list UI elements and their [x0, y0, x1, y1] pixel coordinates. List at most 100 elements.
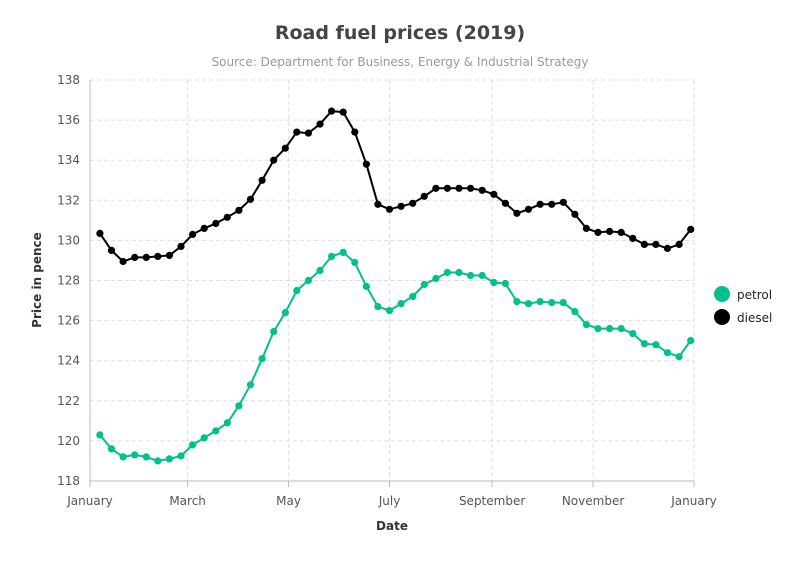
petrol-point[interactable] [675, 353, 683, 361]
petrol-point[interactable] [432, 274, 440, 283]
petrol-point[interactable] [443, 268, 451, 277]
diesel-point[interactable] [513, 209, 521, 217]
diesel-point[interactable] [270, 156, 278, 164]
diesel-point[interactable] [524, 205, 533, 213]
petrol-point[interactable] [397, 300, 405, 308]
petrol-point[interactable] [478, 271, 486, 280]
diesel-point[interactable] [409, 199, 417, 207]
diesel-point[interactable] [490, 190, 498, 198]
petrol-point[interactable] [293, 286, 301, 295]
petrol-point[interactable] [165, 455, 173, 463]
diesel-point[interactable] [640, 240, 649, 248]
legend-marker-diesel[interactable] [714, 309, 730, 325]
petrol-point[interactable] [316, 266, 324, 275]
diesel-point[interactable] [432, 184, 440, 192]
diesel-point[interactable] [663, 244, 672, 252]
diesel-point[interactable] [177, 242, 185, 250]
diesel-point[interactable] [582, 224, 591, 232]
petrol-point[interactable] [281, 309, 289, 317]
petrol-point[interactable] [524, 300, 533, 308]
diesel-point[interactable] [420, 192, 428, 200]
petrol-point[interactable] [548, 299, 556, 307]
petrol-point[interactable] [339, 248, 347, 256]
diesel-point[interactable] [385, 205, 394, 213]
petrol-point[interactable] [328, 252, 336, 260]
petrol-point[interactable] [455, 268, 463, 277]
petrol-point[interactable] [559, 299, 567, 307]
diesel-point[interactable] [629, 234, 637, 242]
diesel-point[interactable] [107, 246, 116, 254]
diesel-point[interactable] [501, 199, 509, 207]
diesel-point[interactable] [362, 160, 370, 168]
diesel-point[interactable] [594, 228, 602, 236]
diesel-point[interactable] [443, 184, 451, 192]
petrol-point[interactable] [200, 434, 208, 442]
petrol-point[interactable] [663, 349, 672, 357]
petrol-point[interactable] [258, 355, 266, 363]
petrol-point[interactable] [501, 279, 509, 288]
diesel-point[interactable] [455, 184, 463, 192]
petrol-point[interactable] [189, 441, 197, 449]
petrol-point[interactable] [154, 457, 162, 465]
petrol-point[interactable] [617, 325, 625, 333]
diesel-point[interactable] [374, 200, 382, 208]
diesel-point[interactable] [304, 129, 312, 137]
petrol-point[interactable] [513, 298, 521, 306]
petrol-point[interactable] [223, 419, 231, 427]
petrol-point[interactable] [351, 258, 359, 267]
petrol-point[interactable] [362, 282, 370, 291]
petrol-point[interactable] [246, 381, 255, 389]
diesel-point[interactable] [571, 210, 579, 218]
diesel-point[interactable] [328, 107, 336, 115]
petrol-point[interactable] [107, 445, 116, 453]
diesel-point[interactable] [652, 240, 660, 248]
diesel-point[interactable] [559, 198, 567, 206]
petrol-point[interactable] [131, 451, 139, 459]
diesel-point[interactable] [478, 186, 486, 194]
petrol-point[interactable] [96, 431, 104, 439]
diesel-point[interactable] [96, 229, 104, 237]
diesel-point[interactable] [165, 251, 173, 259]
legend-label-petrol[interactable]: petrol [737, 288, 772, 302]
diesel-point[interactable] [281, 144, 289, 152]
petrol-point[interactable] [687, 337, 695, 345]
petrol-point[interactable] [409, 292, 417, 301]
petrol-point[interactable] [490, 278, 498, 287]
diesel-point[interactable] [142, 253, 150, 261]
petrol-point[interactable] [582, 321, 591, 329]
petrol-point[interactable] [536, 298, 544, 306]
petrol-point[interactable] [142, 453, 150, 461]
diesel-point[interactable] [119, 257, 127, 266]
petrol-point[interactable] [304, 276, 312, 285]
petrol-point[interactable] [177, 452, 185, 460]
diesel-point[interactable] [200, 224, 208, 232]
petrol-point[interactable] [467, 271, 475, 280]
diesel-point[interactable] [675, 240, 683, 248]
diesel-point[interactable] [617, 228, 625, 236]
diesel-point[interactable] [606, 227, 614, 235]
petrol-point[interactable] [606, 325, 614, 333]
diesel-point[interactable] [212, 219, 220, 227]
diesel-point[interactable] [536, 200, 544, 208]
diesel-point[interactable] [397, 202, 405, 210]
petrol-point[interactable] [652, 341, 660, 349]
petrol-point[interactable] [420, 280, 428, 289]
diesel-point[interactable] [548, 200, 556, 208]
diesel-point[interactable] [293, 128, 301, 136]
diesel-point[interactable] [351, 128, 359, 136]
diesel-point[interactable] [316, 120, 324, 128]
diesel-point[interactable] [339, 108, 347, 116]
legend-label-diesel[interactable]: diesel [737, 311, 772, 325]
diesel-point[interactable] [687, 225, 695, 233]
diesel-point[interactable] [467, 184, 475, 192]
diesel-point[interactable] [154, 252, 162, 260]
diesel-point[interactable] [235, 206, 243, 214]
petrol-point[interactable] [212, 427, 220, 435]
petrol-point[interactable] [571, 308, 579, 316]
diesel-point[interactable] [258, 176, 266, 184]
legend-marker-petrol[interactable] [714, 286, 730, 302]
diesel-point[interactable] [246, 195, 255, 203]
petrol-point[interactable] [385, 307, 394, 315]
petrol-point[interactable] [629, 330, 637, 338]
diesel-point[interactable] [131, 253, 139, 261]
